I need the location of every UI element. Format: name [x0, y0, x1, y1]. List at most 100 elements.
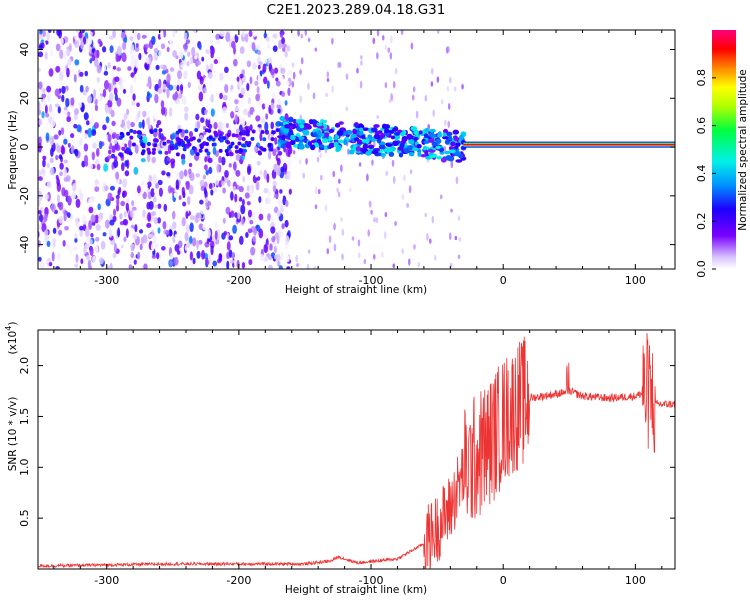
heatmap-cell: [235, 253, 241, 259]
heatmap-cell: [215, 33, 221, 41]
heatmap-cell: [234, 193, 238, 203]
heatmap-cell: [107, 132, 112, 143]
heatmap-cell: [286, 266, 291, 269]
heatmap-cell: [196, 250, 201, 259]
heatmap-cell: [210, 108, 215, 117]
heatmap-cell: [45, 112, 50, 118]
heatmap-cell: [273, 193, 278, 199]
heatmap-cell: [126, 108, 130, 116]
heatmap-cell: [173, 256, 179, 266]
heatmap-cell: [359, 80, 363, 89]
heatmap-cell: [222, 94, 228, 101]
heatmap-cell: [308, 118, 314, 125]
heatmap-cell: [338, 121, 344, 125]
heatmap-cell: [137, 130, 142, 135]
heatmap-cell: [127, 139, 132, 149]
heatmap-cell: [295, 119, 302, 124]
heatmap-cell: [46, 85, 52, 93]
heatmap-cell: [120, 134, 125, 139]
heatmap-cell: [424, 94, 428, 102]
heatmap-cell: [219, 92, 223, 100]
heatmap-cell: [192, 257, 196, 265]
heatmap-cell: [378, 144, 386, 150]
heatmap-xtick-label: -200: [226, 274, 251, 287]
heatmap-cell: [279, 193, 283, 202]
heatmap-cell: [409, 169, 413, 175]
heatmap-cell: [169, 187, 175, 193]
heatmap-cell: [263, 256, 269, 262]
heatmap-cell: [73, 245, 78, 252]
heatmap-cell: [324, 132, 330, 138]
heatmap-cell: [241, 116, 246, 127]
heatmap-cell: [187, 153, 192, 163]
heatmap-cell: [158, 187, 163, 196]
colorbar-tick-label: 0.2: [695, 212, 708, 230]
heatmap-cell: [328, 128, 335, 134]
heatmap-cell: [169, 124, 174, 135]
heatmap-cell: [363, 258, 367, 265]
heatmap-cell: [235, 30, 240, 37]
heatmap-cell: [238, 79, 243, 89]
heatmap-cell: [393, 131, 401, 136]
heatmap-cell: [455, 176, 459, 185]
heatmap-cell: [83, 247, 87, 255]
heatmap-cell: [104, 104, 109, 114]
heatmap-cell: [165, 230, 170, 235]
heatmap-cell: [189, 56, 194, 65]
heatmap-cell: [112, 30, 117, 39]
heatmap-cell: [142, 110, 147, 118]
heatmap-cell: [115, 204, 120, 212]
heatmap-cell: [206, 228, 211, 239]
heatmap-cell: [401, 248, 405, 255]
heatmap-cell: [369, 201, 372, 208]
heatmap-cell: [102, 232, 107, 237]
heatmap-cell: [428, 238, 432, 244]
heatmap-cell: [88, 206, 94, 214]
heatmap-cell: [408, 185, 412, 194]
heatmap-cell: [121, 146, 126, 151]
heatmap-cell: [140, 151, 145, 156]
heatmap-cell: [115, 171, 120, 180]
heatmap-cell: [458, 154, 464, 159]
heatmap-cell: [91, 54, 96, 62]
heatmap-cell: [79, 71, 84, 77]
heatmap-cell: [100, 240, 106, 250]
heatmap-cell: [184, 135, 189, 140]
heatmap-cell: [413, 136, 419, 141]
heatmap-cell: [230, 210, 235, 218]
heatmap-cell: [235, 149, 240, 154]
heatmap-cell: [181, 96, 187, 106]
heatmap-cell: [277, 150, 283, 156]
heatmap-cell: [224, 66, 229, 74]
heatmap-cell: [401, 194, 405, 200]
heatmap-cell: [140, 142, 145, 147]
heatmap-cell: [352, 128, 358, 135]
heatmap-cell: [101, 46, 107, 53]
heatmap-cell: [133, 259, 137, 265]
heatmap-cell: [115, 53, 119, 63]
heatmap-cell: [263, 55, 268, 65]
heatmap-cell: [203, 186, 207, 196]
heatmap-cell: [263, 169, 268, 180]
heatmap-cell: [189, 215, 195, 221]
heatmap-cell: [59, 171, 63, 177]
heatmap-cell: [446, 86, 450, 92]
heatmap-cell: [212, 68, 217, 74]
heatmap-cell: [123, 211, 127, 218]
heatmap-cell: [406, 133, 413, 140]
colorbar-tick-label: 0.6: [695, 117, 708, 135]
heatmap-cell: [134, 144, 139, 154]
heatmap-cell: [39, 30, 43, 35]
heatmap-cell: [234, 145, 239, 150]
heatmap-cell: [79, 84, 84, 93]
heatmap-cell: [266, 173, 270, 183]
heatmap-cell: [84, 70, 89, 77]
heatmap-cell: [153, 143, 158, 148]
heatmap-cell: [122, 88, 127, 94]
heatmap-cell: [132, 93, 136, 101]
heatmap-cell: [241, 137, 246, 142]
heatmap-cell: [150, 188, 155, 198]
heatmap-cell: [63, 138, 68, 145]
heatmap-cell: [158, 49, 163, 58]
heatmap-cell: [254, 80, 259, 86]
